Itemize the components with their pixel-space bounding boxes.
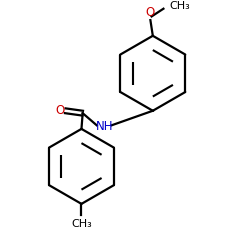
Text: CH₃: CH₃ (169, 1, 190, 11)
Text: O: O (55, 104, 64, 117)
Text: O: O (146, 6, 155, 19)
Text: CH₃: CH₃ (71, 219, 92, 229)
Text: NH: NH (96, 120, 113, 133)
